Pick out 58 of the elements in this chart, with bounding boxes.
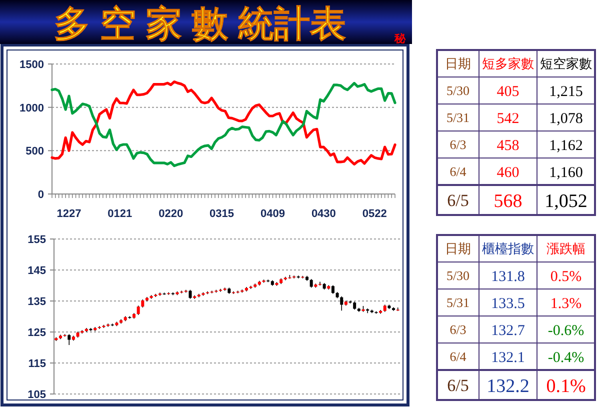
y-tick-label: 155	[28, 234, 46, 246]
text: 458	[496, 138, 520, 154]
text: 132.2	[486, 376, 530, 397]
y-tick-label: 500	[26, 146, 44, 158]
category-label: 6/5	[447, 191, 469, 210]
text: 0.5%	[550, 268, 582, 285]
y-tick-label: 1000	[20, 102, 44, 114]
x-tick-label: 0409	[260, 208, 285, 220]
category-label: 5/31	[446, 295, 470, 310]
category-label: 5/30	[446, 83, 470, 98]
x-tick-label: 0430	[311, 208, 336, 220]
text: -0.6%	[548, 322, 584, 339]
x-tick-label: 0220	[158, 208, 184, 220]
y-tick-label: 1500	[20, 59, 44, 71]
x-tick-label: 0121	[108, 208, 132, 220]
category-label: 6/5	[447, 376, 469, 396]
text: 日期	[445, 241, 471, 256]
text: 131.8	[491, 268, 525, 285]
text: 0.1%	[546, 376, 586, 397]
category-label: 5/30	[446, 268, 470, 284]
category-label: 6/4	[450, 164, 466, 180]
text: 133.5	[491, 296, 525, 312]
y-tick-label: 145	[28, 265, 46, 277]
text: 1,078	[549, 110, 583, 127]
text: 405	[496, 84, 520, 100]
category-label: 6/3	[450, 137, 466, 152]
category-label: 櫃檯指數	[482, 241, 534, 256]
category-label: 6/4	[450, 349, 466, 364]
y-tick-label: 135	[28, 296, 46, 308]
category-label: 漲跌幅	[546, 241, 586, 256]
text: 日期	[445, 56, 471, 72]
text: 132.7	[491, 322, 525, 339]
category-label: 短空家數	[540, 56, 592, 72]
y-tick-label: 115	[28, 358, 46, 370]
candlestick	[340, 296, 344, 312]
y-tick-label: 125	[28, 327, 46, 339]
text: 1.3%	[550, 296, 582, 312]
text: 568	[494, 190, 522, 212]
text: 542	[496, 110, 520, 127]
y-tick-label: 0	[38, 189, 44, 201]
text: 1,160	[549, 164, 583, 181]
category-label: 短多家數	[482, 56, 534, 72]
x-tick-label: 0522	[362, 208, 387, 220]
category-label: 6/3	[450, 322, 466, 338]
x-tick-label: 1227	[56, 208, 82, 220]
text: 1,162	[549, 138, 583, 154]
candlestick	[136, 305, 140, 316]
x-tick-label: 0315	[210, 208, 234, 220]
y-tick-label: 105	[28, 389, 46, 401]
candlestick	[68, 334, 71, 346]
text: 132.1	[491, 350, 525, 366]
text: 460	[496, 164, 520, 181]
text: 秘	[394, 32, 406, 45]
text: 1,215	[549, 84, 583, 100]
text: -0.4%	[548, 350, 584, 366]
chart-title: 多 空 家 數 統計表	[54, 3, 346, 44]
category-label: 5/31	[446, 110, 470, 126]
text: 1,052	[544, 190, 588, 212]
